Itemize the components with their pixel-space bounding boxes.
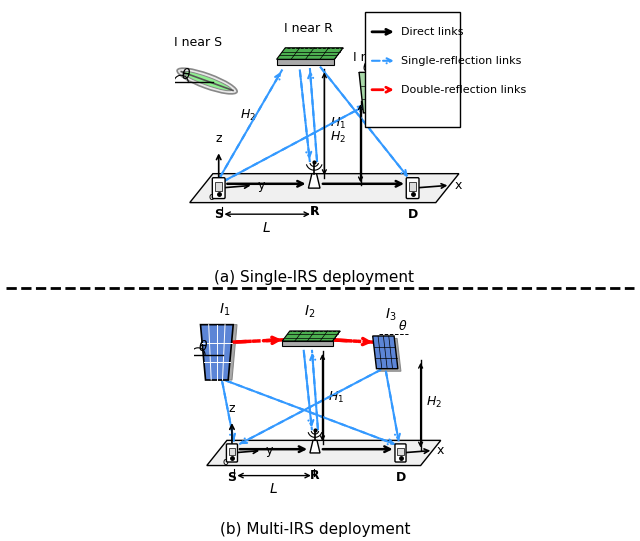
Polygon shape [200,325,233,380]
Polygon shape [359,72,392,113]
Text: z: z [216,131,222,144]
FancyBboxPatch shape [409,182,417,191]
FancyBboxPatch shape [397,447,404,455]
FancyBboxPatch shape [228,447,236,455]
Polygon shape [204,325,237,380]
Polygon shape [282,341,333,346]
Text: $H_1$: $H_1$ [330,116,346,131]
Polygon shape [362,75,396,116]
Text: $I_3$: $I_3$ [385,307,396,324]
Polygon shape [308,174,320,188]
Text: z: z [228,402,236,415]
Text: S: S [227,471,236,484]
Polygon shape [365,11,460,127]
Text: $H_1$: $H_1$ [328,390,344,405]
FancyBboxPatch shape [395,444,406,462]
Text: (b) Multi-IRS deployment: (b) Multi-IRS deployment [220,522,410,537]
Text: $\theta$: $\theta$ [398,319,408,333]
FancyBboxPatch shape [215,182,223,191]
FancyBboxPatch shape [212,177,225,199]
Text: $L$: $L$ [269,482,278,496]
Ellipse shape [177,68,237,94]
Text: R: R [309,206,319,219]
Polygon shape [310,440,320,453]
Text: $H_2$: $H_2$ [239,108,255,123]
Text: I near S: I near S [174,36,223,49]
Text: Single-reflection links: Single-reflection links [401,56,522,66]
Text: $\theta$: $\theta$ [362,60,371,74]
Polygon shape [276,60,335,64]
Polygon shape [282,331,340,341]
Polygon shape [376,339,401,371]
Text: R: R [310,469,320,483]
Text: y: y [266,444,273,457]
Text: S: S [214,208,223,221]
Text: Direct links: Direct links [401,27,463,37]
Text: D: D [396,471,406,484]
Text: x: x [437,444,444,457]
FancyBboxPatch shape [227,444,237,462]
Text: o: o [222,457,228,467]
Text: $I_1$: $I_1$ [219,302,230,318]
Text: I near D: I near D [353,51,403,64]
Text: $\theta$: $\theta$ [181,67,191,82]
Text: $L$: $L$ [262,221,271,235]
Text: $\theta$: $\theta$ [198,339,208,353]
Polygon shape [207,440,441,465]
Text: $H_2$: $H_2$ [426,395,442,410]
Polygon shape [189,174,459,202]
Text: D: D [408,208,418,221]
Text: I near R: I near R [284,22,333,35]
Text: Double-reflection links: Double-reflection links [401,85,526,95]
Polygon shape [372,336,398,368]
Text: o: o [209,193,214,202]
FancyBboxPatch shape [406,177,419,199]
Ellipse shape [182,71,232,91]
Text: (a) Single-IRS deployment: (a) Single-IRS deployment [214,270,414,285]
Text: x: x [454,179,462,192]
Polygon shape [276,48,343,60]
Text: $H_2$: $H_2$ [330,130,346,145]
Text: $I_2$: $I_2$ [304,303,316,320]
Text: y: y [258,179,265,192]
